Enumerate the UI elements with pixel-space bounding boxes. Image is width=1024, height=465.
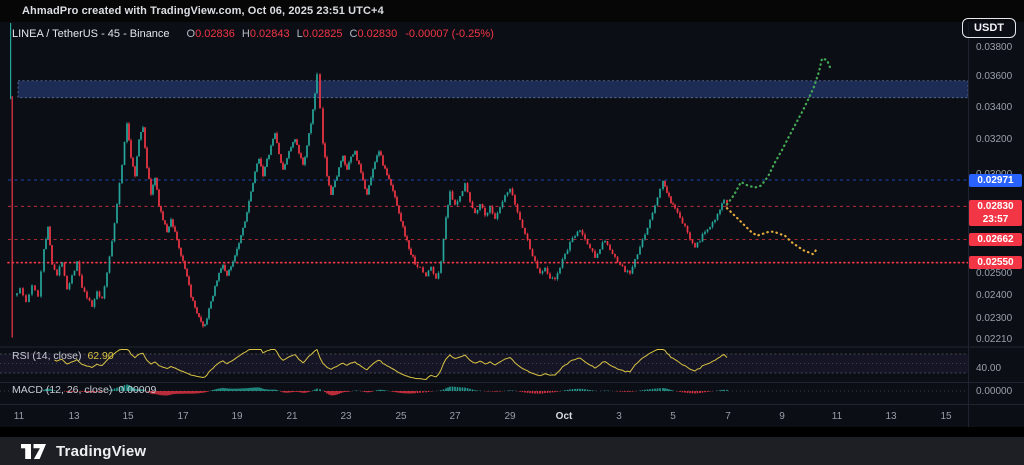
time-axis-label: 3 — [616, 411, 622, 422]
macd-value: 0.00009 — [118, 384, 157, 396]
time-axis-label: 5 — [670, 411, 676, 422]
macd-title: MACD (12, 26, close) — [12, 384, 113, 396]
symbol-title: LINEA / TetherUS - 45 - Binance — [12, 28, 170, 40]
high-label: H — [241, 28, 250, 40]
time-axis-label: 21 — [286, 411, 298, 422]
high-value: 0.02843 — [249, 28, 290, 40]
time-axis[interactable]: 11 13 15 17 19 21 23 25 27 29 Oct 3 5 7 9 11 13 15 — [0, 403, 1024, 427]
chart-area[interactable]: LINEA / TetherUS - 45 - Binance O0.02836 H… — [0, 18, 1024, 427]
macd-legend: MACD (12, 26, close) 0.00009 — [12, 384, 156, 396]
time-axis-label: 11 — [13, 411, 25, 422]
time-axis-label: 27 — [449, 411, 461, 422]
price-chart[interactable] — [0, 22, 1024, 427]
rsi-legend: RSI (14, close) 62.90 — [12, 350, 114, 362]
time-axis-label: Oct — [555, 411, 573, 422]
low-value: 0.02825 — [302, 28, 343, 40]
time-axis-label: 25 — [395, 411, 407, 422]
footer-bar: TradingView — [0, 437, 1024, 465]
open-value: 0.02836 — [195, 28, 235, 40]
time-axis-label: 23 — [340, 411, 352, 422]
time-axis-label: 13 — [885, 411, 897, 422]
time-axis-label: 29 — [504, 411, 516, 422]
close-label: C — [349, 28, 358, 40]
low-label: L — [296, 28, 303, 40]
time-axis-label: 11 — [831, 411, 843, 422]
tradingview-brand-text[interactable]: TradingView — [56, 442, 147, 460]
change-value: -0.00007 (-0.25%) — [405, 28, 494, 40]
attribution-text: AhmadPro created with TradingView.com, O… — [22, 5, 384, 17]
symbol-legend: LINEA / TetherUS - 45 - Binance O0.02836 H… — [12, 28, 494, 40]
close-value: 0.02830 — [357, 28, 398, 40]
time-axis-label: 17 — [177, 411, 189, 422]
time-axis-label: 7 — [725, 411, 731, 422]
time-axis-label: 13 — [68, 411, 80, 422]
currency-toggle-button[interactable]: USDT — [962, 18, 1016, 38]
attribution-bar: AhmadPro created with TradingView.com, O… — [0, 0, 1024, 22]
time-axis-label: 15 — [122, 411, 134, 422]
open-label: O — [186, 28, 196, 40]
time-axis-label: 9 — [779, 411, 785, 422]
time-axis-label: 19 — [231, 411, 243, 422]
rsi-value: 62.90 — [87, 350, 114, 362]
rsi-title: RSI (14, close) — [12, 350, 82, 362]
tradingview-logo-icon[interactable] — [20, 440, 47, 463]
time-axis-label: 15 — [940, 411, 952, 422]
